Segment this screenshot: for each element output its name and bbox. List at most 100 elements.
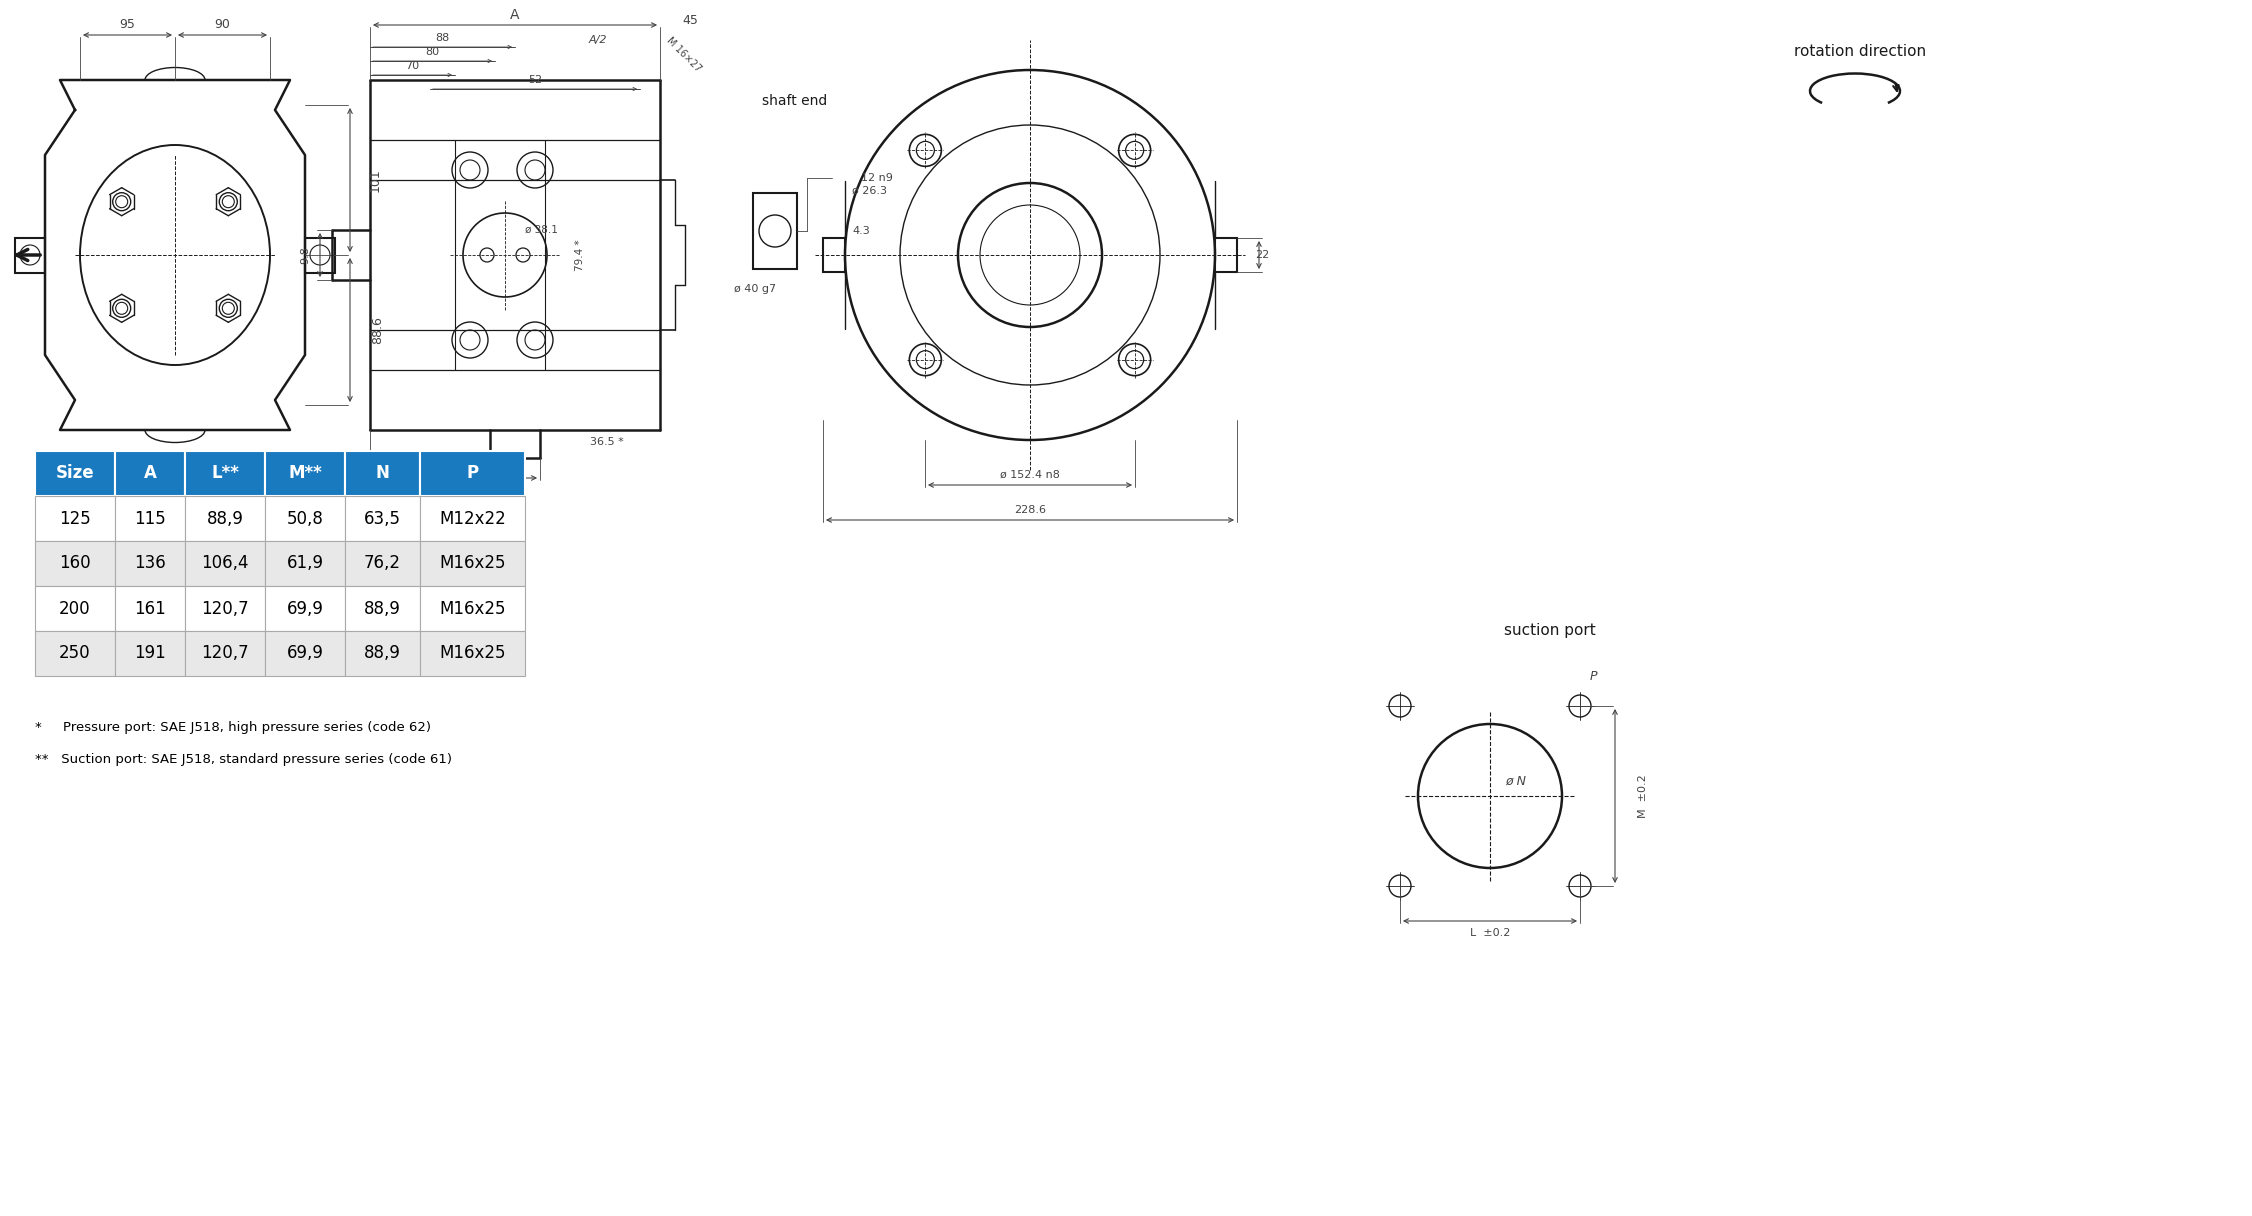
Text: 70: 70 xyxy=(405,61,419,71)
Text: 79.4 *: 79.4 * xyxy=(574,240,586,271)
Bar xyxy=(752,193,797,269)
Text: 36.5 *: 36.5 * xyxy=(590,437,624,447)
Text: L**: L** xyxy=(212,465,239,483)
Bar xyxy=(345,631,421,676)
Bar xyxy=(266,631,345,676)
Text: P: P xyxy=(1590,670,1597,682)
Bar xyxy=(421,586,525,631)
Text: 95: 95 xyxy=(119,18,135,32)
Text: M16x25: M16x25 xyxy=(439,554,507,573)
Text: **   Suction port: SAE J518, standard pressure series (code 61): ** Suction port: SAE J518, standard pres… xyxy=(36,753,453,766)
Text: ø N: ø N xyxy=(1504,775,1527,788)
Text: 45: 45 xyxy=(682,13,698,27)
Text: 88,9: 88,9 xyxy=(365,644,401,663)
Text: suction port: suction port xyxy=(1504,624,1597,638)
Text: 120,7: 120,7 xyxy=(200,644,248,663)
Text: 61,9: 61,9 xyxy=(286,554,324,573)
Text: 160: 160 xyxy=(59,554,90,573)
Text: 106,4: 106,4 xyxy=(200,554,248,573)
Bar xyxy=(266,451,345,496)
Text: M12x22: M12x22 xyxy=(439,510,507,528)
Text: 9: 9 xyxy=(426,482,435,492)
Bar xyxy=(345,586,421,631)
Text: 50,8: 50,8 xyxy=(286,510,324,528)
Text: ø 38.1: ø 38.1 xyxy=(525,225,558,235)
Text: ø 152.4 n8: ø 152.4 n8 xyxy=(1000,471,1061,480)
Text: Size: Size xyxy=(56,465,95,483)
Text: A/2: A/2 xyxy=(588,35,606,45)
Text: 101: 101 xyxy=(369,168,381,192)
Text: 22: 22 xyxy=(1254,250,1270,260)
Text: 115: 115 xyxy=(135,510,167,528)
Bar xyxy=(421,496,525,541)
Text: rotation direction: rotation direction xyxy=(1795,44,1925,58)
Bar xyxy=(115,496,185,541)
Bar xyxy=(345,451,421,496)
Bar xyxy=(16,237,45,272)
Text: 22: 22 xyxy=(509,482,522,492)
Bar xyxy=(185,631,266,676)
Text: M**: M** xyxy=(288,465,322,483)
Text: shaft end: shaft end xyxy=(763,94,829,108)
Bar xyxy=(185,586,266,631)
Bar xyxy=(266,496,345,541)
Text: 9.8: 9.8 xyxy=(300,246,311,264)
Text: 4.3: 4.3 xyxy=(851,226,869,236)
Bar xyxy=(36,631,115,676)
Text: 125: 125 xyxy=(59,510,90,528)
Bar xyxy=(115,586,185,631)
Text: A: A xyxy=(511,9,520,22)
Text: 69,9: 69,9 xyxy=(286,599,324,618)
Text: M  ±0.2: M ±0.2 xyxy=(1637,775,1648,818)
Text: 88,9: 88,9 xyxy=(207,510,243,528)
Bar xyxy=(115,631,185,676)
Text: A: A xyxy=(144,465,155,483)
Text: 12 n9: 12 n9 xyxy=(860,173,894,182)
Text: P: P xyxy=(466,465,480,483)
Text: M16x25: M16x25 xyxy=(439,644,507,663)
Text: L  ±0.2: L ±0.2 xyxy=(1471,928,1511,938)
Text: ø 26.3: ø 26.3 xyxy=(851,186,887,196)
Bar xyxy=(822,238,844,272)
Text: M 16×27: M 16×27 xyxy=(664,35,703,74)
Bar xyxy=(266,586,345,631)
Bar xyxy=(304,237,336,272)
Bar xyxy=(421,451,525,496)
Bar xyxy=(36,586,115,631)
Bar xyxy=(266,541,345,586)
Text: 80: 80 xyxy=(426,47,439,57)
Text: 161: 161 xyxy=(135,599,167,618)
Bar xyxy=(115,541,185,586)
Text: 52: 52 xyxy=(527,75,543,85)
Text: 136: 136 xyxy=(135,554,167,573)
Text: S: S xyxy=(489,510,500,527)
Bar xyxy=(185,541,266,586)
Text: *     Pressure port: SAE J518, high pressure series (code 62): * Pressure port: SAE J518, high pressure… xyxy=(36,721,430,734)
Text: 76,2: 76,2 xyxy=(365,554,401,573)
Bar xyxy=(185,496,266,541)
Text: 250: 250 xyxy=(59,644,90,663)
Bar xyxy=(185,451,266,496)
Bar xyxy=(421,631,525,676)
Bar xyxy=(345,496,421,541)
Text: 90: 90 xyxy=(214,18,230,32)
Text: 191: 191 xyxy=(135,644,167,663)
Text: 200: 200 xyxy=(59,599,90,618)
Text: N: N xyxy=(376,465,390,483)
Bar xyxy=(345,541,421,586)
Bar xyxy=(1216,238,1236,272)
Bar xyxy=(36,451,115,496)
Bar xyxy=(115,451,185,496)
Text: 63,5: 63,5 xyxy=(365,510,401,528)
Text: 69,9: 69,9 xyxy=(286,644,324,663)
Bar xyxy=(36,541,115,586)
Text: 88.6: 88.6 xyxy=(372,316,385,344)
Bar xyxy=(36,496,115,541)
Text: ø 40 g7: ø 40 g7 xyxy=(734,285,777,294)
Bar xyxy=(421,541,525,586)
Text: 228.6: 228.6 xyxy=(1013,505,1045,516)
Text: 88: 88 xyxy=(435,33,450,43)
Text: 120,7: 120,7 xyxy=(200,599,248,618)
Text: 88,9: 88,9 xyxy=(365,599,401,618)
Text: M16x25: M16x25 xyxy=(439,599,507,618)
